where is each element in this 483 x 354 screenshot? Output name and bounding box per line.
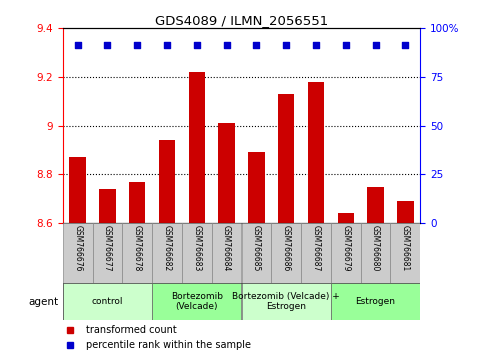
Bar xyxy=(278,94,294,223)
Point xyxy=(163,42,171,48)
Bar xyxy=(248,153,265,223)
Bar xyxy=(301,223,331,283)
Text: GSM766685: GSM766685 xyxy=(252,225,261,271)
Bar xyxy=(182,223,212,283)
Text: GSM766677: GSM766677 xyxy=(103,225,112,271)
Bar xyxy=(93,223,122,283)
Text: Estrogen: Estrogen xyxy=(355,297,396,306)
Bar xyxy=(271,223,301,283)
Bar xyxy=(242,283,331,320)
Bar xyxy=(152,223,182,283)
Text: percentile rank within the sample: percentile rank within the sample xyxy=(86,339,251,350)
Text: GSM766687: GSM766687 xyxy=(312,225,320,271)
Point xyxy=(401,42,409,48)
Text: GSM766679: GSM766679 xyxy=(341,225,350,271)
Text: agent: agent xyxy=(28,297,58,307)
Text: GSM766678: GSM766678 xyxy=(133,225,142,271)
Point xyxy=(342,42,350,48)
Bar xyxy=(397,201,413,223)
Text: GSM766681: GSM766681 xyxy=(401,225,410,271)
Text: transformed count: transformed count xyxy=(86,325,177,335)
Point xyxy=(74,42,82,48)
Bar xyxy=(70,157,86,223)
Polygon shape xyxy=(52,292,61,311)
Bar xyxy=(99,189,115,223)
Point xyxy=(133,42,141,48)
Point xyxy=(104,42,112,48)
Bar xyxy=(63,283,152,320)
Point xyxy=(312,42,320,48)
Bar xyxy=(63,223,93,283)
Bar xyxy=(361,223,390,283)
Text: Bortezomib (Velcade) +
Estrogen: Bortezomib (Velcade) + Estrogen xyxy=(232,292,340,312)
Point xyxy=(282,42,290,48)
Bar xyxy=(218,123,235,223)
Bar xyxy=(368,187,384,223)
Text: GSM766682: GSM766682 xyxy=(163,225,171,271)
Bar xyxy=(152,283,242,320)
Bar xyxy=(390,223,420,283)
Text: GSM766680: GSM766680 xyxy=(371,225,380,271)
Bar xyxy=(331,223,361,283)
Bar xyxy=(122,223,152,283)
Bar xyxy=(189,72,205,223)
Point xyxy=(253,42,260,48)
Text: control: control xyxy=(92,297,123,306)
Bar xyxy=(308,82,324,223)
Title: GDS4089 / ILMN_2056551: GDS4089 / ILMN_2056551 xyxy=(155,14,328,27)
Point xyxy=(223,42,230,48)
Bar xyxy=(129,182,145,223)
Bar xyxy=(338,213,354,223)
Bar xyxy=(212,223,242,283)
Bar xyxy=(331,283,420,320)
Bar xyxy=(159,140,175,223)
Text: GSM766686: GSM766686 xyxy=(282,225,291,271)
Text: Bortezomib
(Velcade): Bortezomib (Velcade) xyxy=(171,292,223,312)
Point xyxy=(193,42,201,48)
Point xyxy=(372,42,380,48)
Text: GSM766683: GSM766683 xyxy=(192,225,201,271)
Bar xyxy=(242,223,271,283)
Text: GSM766676: GSM766676 xyxy=(73,225,82,271)
Text: GSM766684: GSM766684 xyxy=(222,225,231,271)
